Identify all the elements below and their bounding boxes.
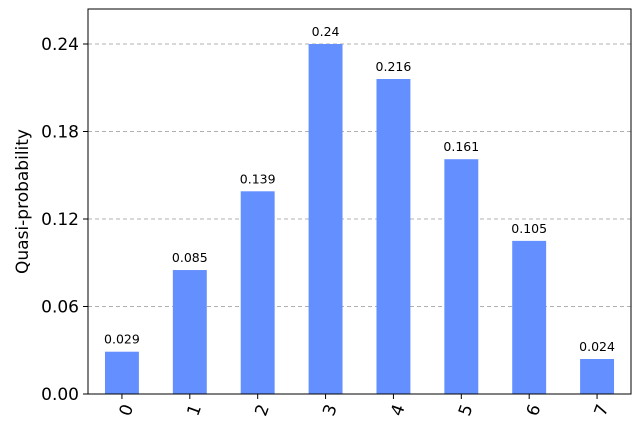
plot-frame — [87, 8, 632, 395]
y-axis-title: Quasi-probability — [13, 129, 33, 274]
y-axis-ticks: 0.00 0.06 0.12 0.18 0.24 — [41, 35, 88, 405]
x-tick-label: 7 — [591, 402, 613, 419]
data-labels: 0.029 0.085 0.139 0.24 0.216 0.161 0.105 0.024 — [104, 24, 615, 354]
bar-2 — [240, 191, 275, 394]
data-label-3: 0.24 — [312, 24, 340, 39]
x-tick-label: 5 — [455, 402, 477, 419]
bar-7 — [580, 359, 615, 394]
bar-5 — [444, 159, 479, 394]
x-tick-label: 4 — [387, 402, 409, 419]
data-label-5: 0.161 — [443, 139, 479, 154]
grid-lines — [88, 43, 631, 307]
y-tick-label: 0.06 — [41, 298, 79, 318]
y-tick-label: 0.00 — [41, 385, 79, 405]
data-label-0: 0.029 — [104, 332, 140, 347]
bar-6 — [512, 240, 547, 394]
bar-3 — [308, 44, 343, 394]
y-tick-label: 0.24 — [41, 35, 79, 55]
data-label-6: 0.105 — [511, 221, 547, 236]
bar-1 — [172, 270, 207, 394]
bar-0 — [104, 351, 139, 394]
y-tick-label: 0.18 — [41, 123, 79, 143]
data-label-1: 0.085 — [172, 250, 208, 265]
data-label-4: 0.216 — [376, 59, 412, 74]
x-axis-ticks: 0 1 2 3 4 5 6 7 — [116, 394, 613, 419]
data-label-7: 0.024 — [579, 339, 615, 354]
x-tick-label: 0 — [116, 402, 138, 419]
x-tick-label: 2 — [251, 402, 273, 419]
x-tick-label: 1 — [184, 402, 206, 419]
y-tick-label: 0.12 — [41, 210, 79, 230]
x-tick-label: 6 — [523, 402, 545, 419]
x-tick-label: 3 — [319, 402, 341, 419]
bars — [104, 44, 615, 394]
bar-4 — [376, 79, 411, 394]
data-label-2: 0.139 — [240, 171, 276, 186]
